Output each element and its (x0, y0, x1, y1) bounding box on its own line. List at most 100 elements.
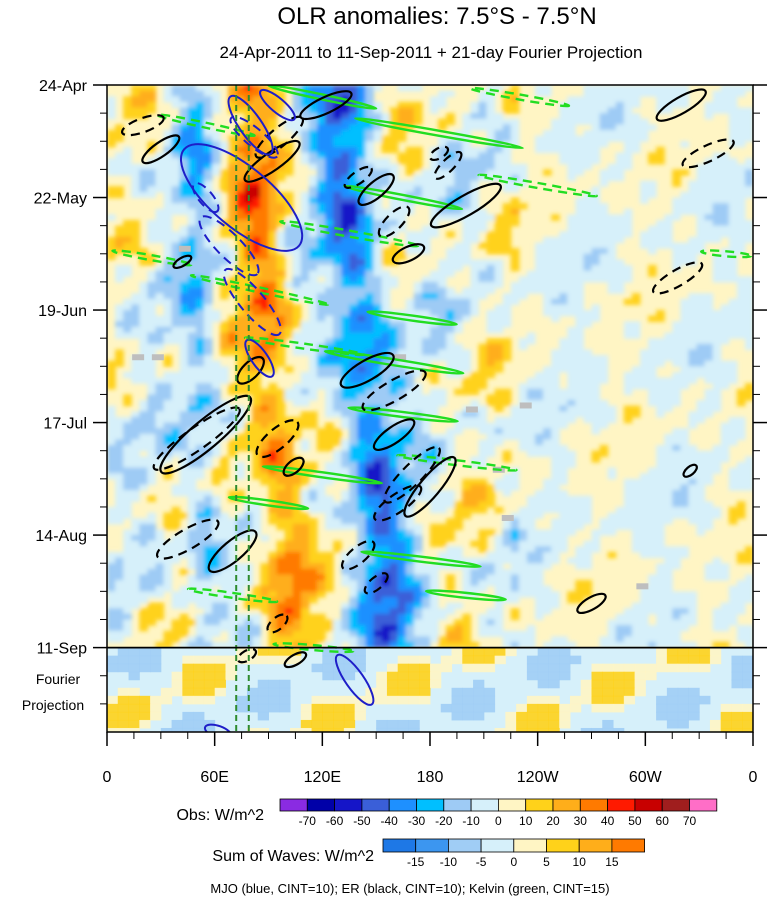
obs-cell (470, 304, 479, 310)
obs-cell (688, 513, 697, 519)
obs-cell (487, 96, 496, 102)
obs-cell (672, 198, 681, 204)
obs-cell (583, 541, 592, 547)
obs-cell (390, 524, 399, 530)
obs-cell (325, 310, 334, 316)
obs-cell (180, 198, 189, 204)
obs-cell (422, 192, 431, 198)
obs-cell (309, 321, 318, 327)
obs-cell (551, 124, 560, 130)
obs-cell (301, 569, 310, 575)
obs-cell (632, 490, 641, 496)
obs-cell (390, 214, 399, 220)
obs-cell (309, 389, 318, 395)
obs-cell (317, 586, 326, 592)
obs-cell (487, 327, 496, 333)
obs-cell (640, 136, 649, 142)
obs-cell (236, 181, 245, 187)
obs-cell (164, 96, 173, 102)
obs-cell (575, 231, 584, 237)
obs-cell (341, 445, 350, 451)
obs-cell (478, 349, 487, 355)
obs-cell (252, 524, 261, 530)
obs-cell (285, 597, 294, 603)
obs-cell (600, 400, 609, 406)
obs-cell (592, 411, 601, 417)
obs-cell (341, 198, 350, 204)
obs-cell (737, 484, 746, 490)
obs-cell (285, 484, 294, 490)
obs-cell (196, 113, 205, 119)
obs-cell (139, 288, 148, 294)
obs-cell (470, 102, 479, 108)
obs-cell (430, 434, 439, 440)
obs-cell (632, 141, 641, 147)
obs-cell (664, 552, 673, 558)
obs-cell (333, 254, 342, 260)
obs-cell (648, 394, 657, 400)
obs-cell (535, 372, 544, 378)
obs-cell (430, 569, 439, 575)
obs-cell (309, 214, 318, 220)
obs-cell (220, 243, 229, 249)
obs-cell (131, 462, 140, 468)
obs-cell (478, 406, 487, 412)
obs-cell (212, 96, 221, 102)
obs-cell (422, 344, 431, 350)
obs-cell (470, 417, 479, 423)
obs-cell (705, 456, 714, 462)
obs-cell (365, 243, 374, 249)
obs-cell (592, 428, 601, 434)
obs-cell (551, 406, 560, 412)
obs-cell (567, 417, 576, 423)
obs-cell (164, 175, 173, 181)
obs-cell (325, 288, 334, 294)
obs-cell (737, 507, 746, 513)
obs-cell (204, 108, 213, 114)
obs-cell (430, 288, 439, 294)
obs-cell (147, 310, 156, 316)
obs-cell (139, 164, 148, 170)
obs-cell (721, 333, 730, 339)
obs-cell (107, 96, 116, 102)
obs-cell (632, 513, 641, 519)
obs-cell (680, 479, 689, 485)
obs-cell (430, 473, 439, 479)
obs-cell (172, 518, 181, 524)
obs-cell (220, 169, 229, 175)
obs-cell (172, 423, 181, 429)
obs-cell (357, 91, 366, 97)
obs-cell (277, 203, 286, 209)
obs-cell (583, 265, 592, 271)
obs-cell (672, 378, 681, 384)
obs-cell (583, 130, 592, 136)
obs-cell (317, 591, 326, 597)
obs-cell (147, 546, 156, 552)
obs-cell (373, 524, 382, 530)
obs-cell (656, 456, 665, 462)
obs-cell (277, 299, 286, 305)
obs-cell (616, 513, 625, 519)
obs-cell (632, 136, 641, 142)
obs-cell (155, 434, 164, 440)
obs-cell (688, 518, 697, 524)
obs-cell (277, 209, 286, 215)
obs-cell (680, 169, 689, 175)
obs-cell (543, 406, 552, 412)
obs-cell (147, 276, 156, 282)
obs-cell (648, 338, 657, 344)
obs-cell (721, 327, 730, 333)
obs-cell (640, 243, 649, 249)
obs-cell (575, 293, 584, 299)
obs-cell (454, 361, 463, 367)
obs-cell (672, 490, 681, 496)
obs-cell (317, 445, 326, 451)
obs-cell (349, 192, 358, 198)
obs-cell (567, 254, 576, 260)
obs-cell (164, 383, 173, 389)
obs-cell (721, 321, 730, 327)
obs-cell (131, 226, 140, 232)
obs-cell (293, 479, 302, 485)
obs-cell (575, 164, 584, 170)
obs-cell (713, 220, 722, 226)
